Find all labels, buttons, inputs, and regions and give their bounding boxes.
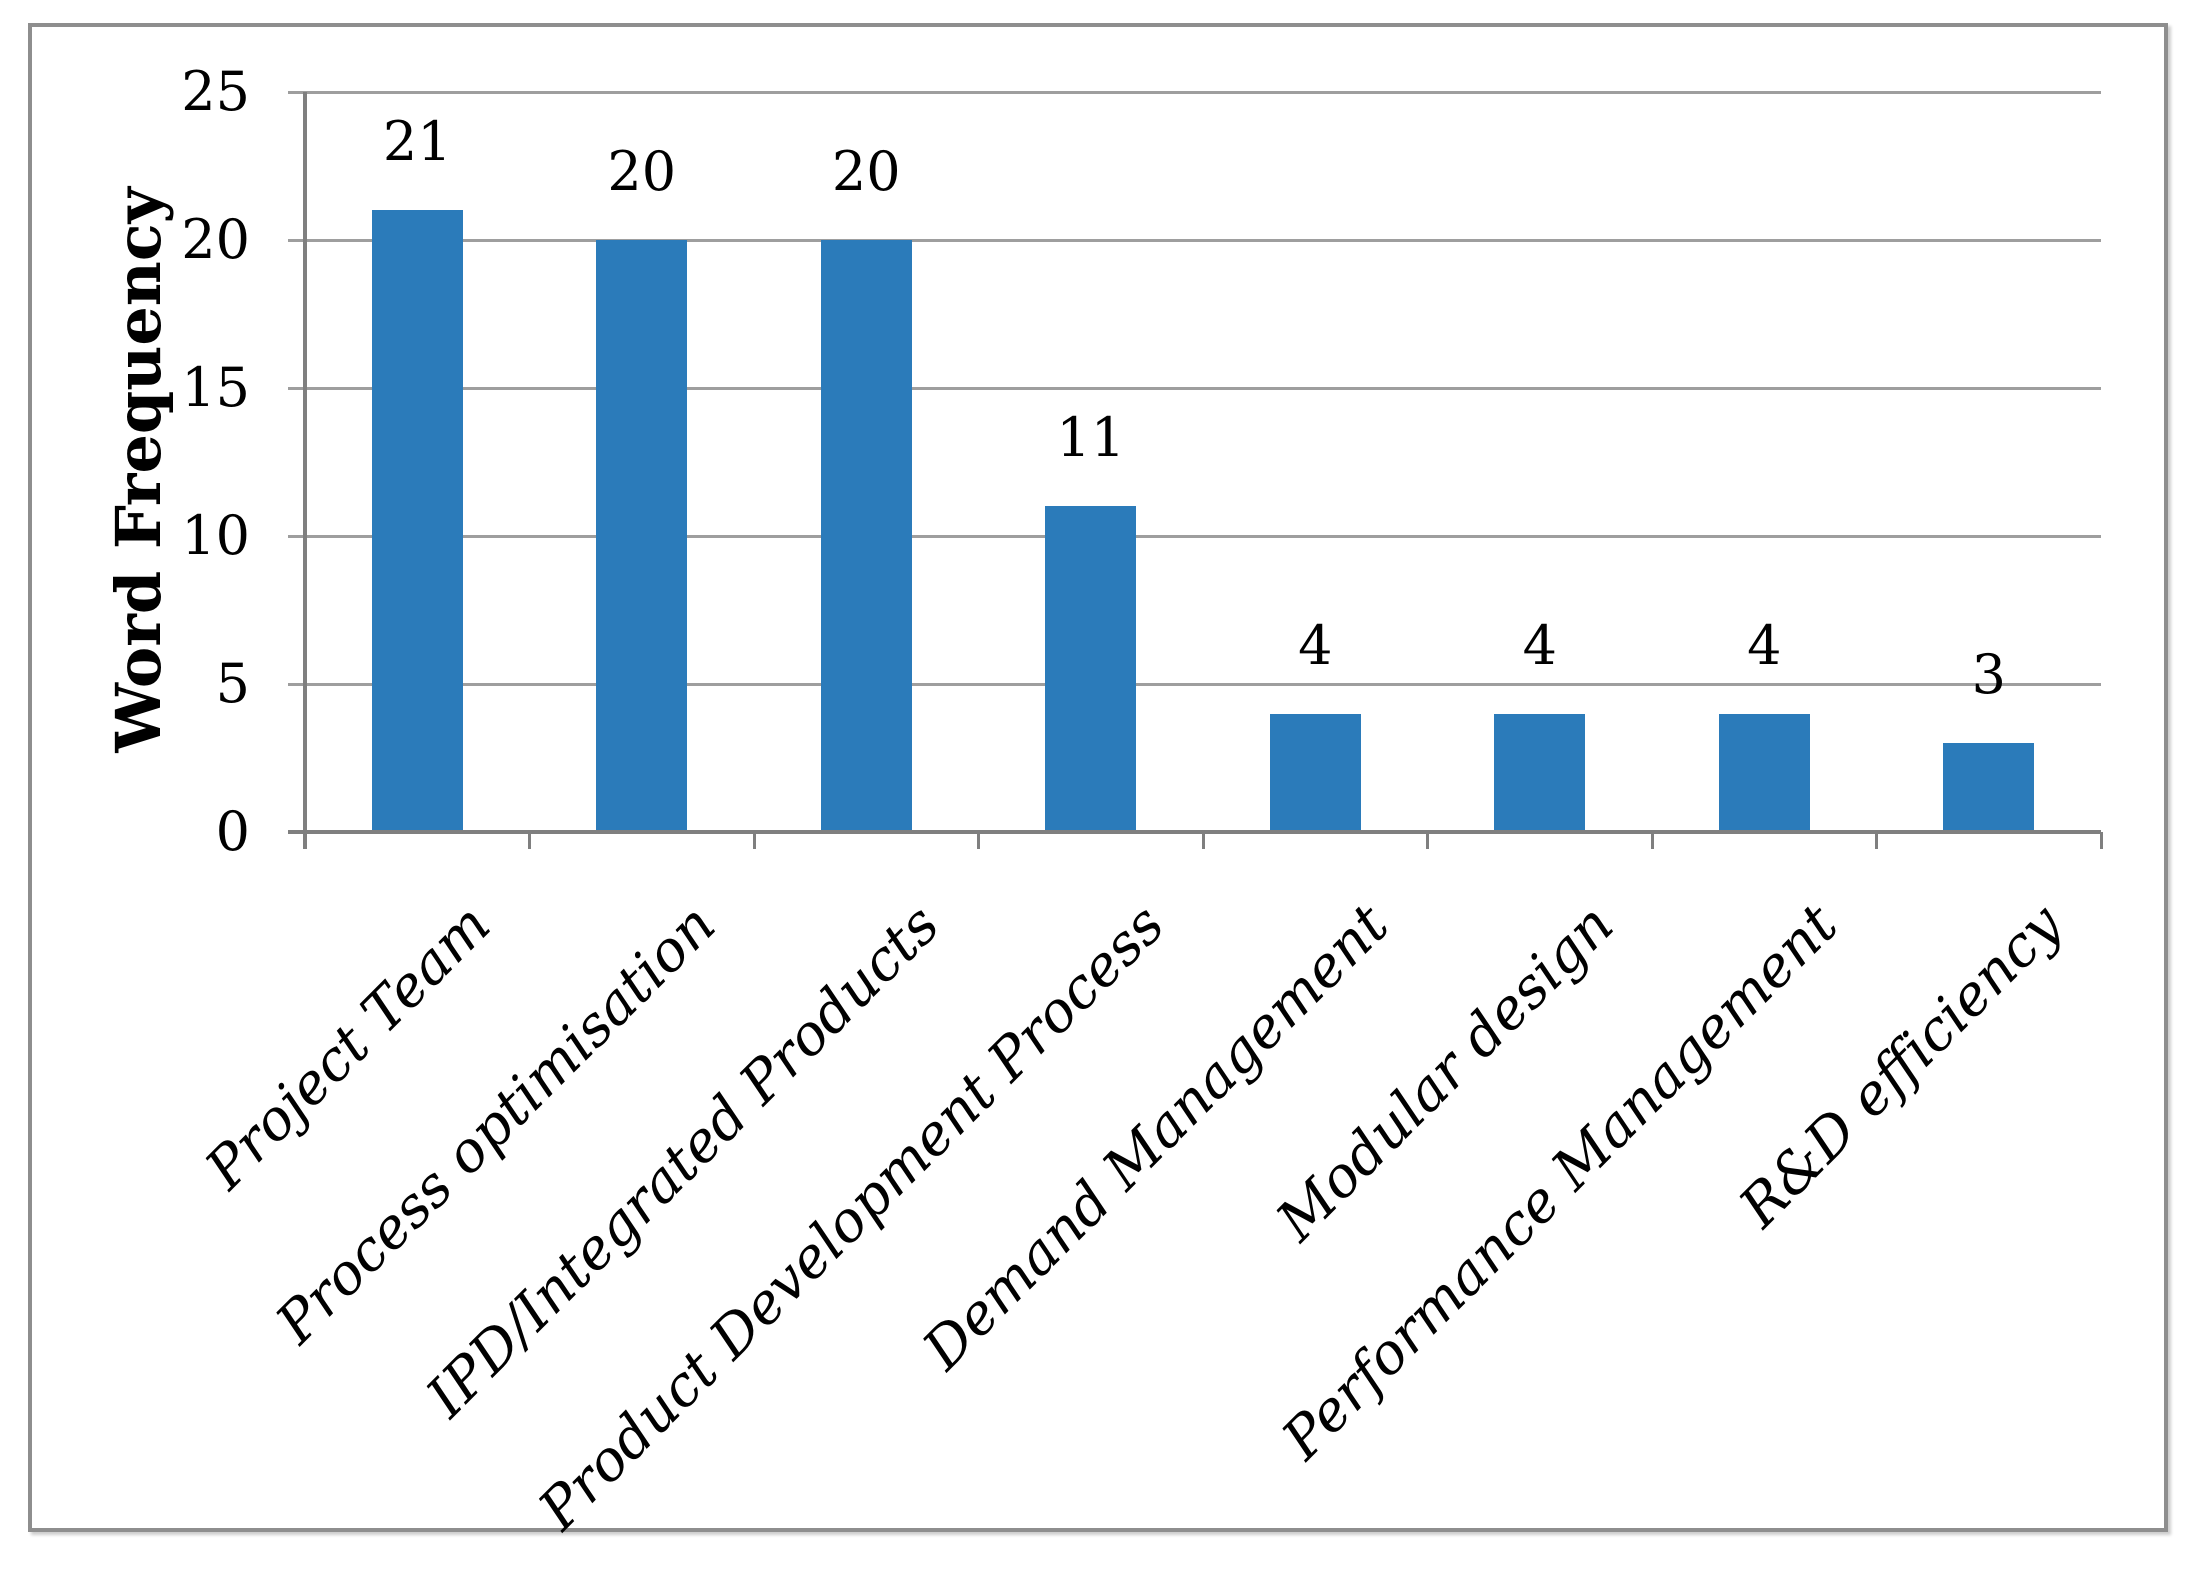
bar-value-label: 11	[1056, 406, 1126, 470]
gridline	[288, 90, 2101, 94]
x-tick	[1650, 832, 1654, 849]
x-tick	[977, 832, 980, 849]
gridline	[288, 386, 2101, 390]
bar	[371, 210, 463, 832]
bar	[820, 240, 912, 832]
bar-value-label: 20	[607, 140, 677, 203]
y-tick-label: 0	[215, 800, 250, 863]
bar-value-label: 3	[1971, 643, 2006, 707]
bar	[1269, 713, 1361, 832]
x-tick	[303, 832, 307, 849]
x-tick	[1426, 832, 1429, 849]
y-tick-label: 5	[215, 652, 250, 715]
x-axis-line	[288, 830, 2101, 834]
y-tick-label: 10	[181, 504, 250, 567]
bar-value-label: 4	[1298, 613, 1333, 677]
x-tick	[1875, 832, 1878, 849]
y-tick-label: 25	[181, 60, 250, 123]
y-tick-label: 20	[181, 208, 250, 271]
bar-value-label: 4	[1522, 613, 1557, 677]
y-tick-label: 15	[181, 356, 250, 419]
bar	[1045, 506, 1137, 832]
bar	[1494, 713, 1586, 832]
bar	[1718, 713, 1810, 832]
x-tick	[752, 832, 756, 849]
gridline	[288, 534, 2101, 538]
bar	[1943, 743, 2035, 832]
x-tick	[528, 832, 531, 849]
bar	[596, 240, 688, 832]
y-axis-title: Word Frequency	[102, 187, 175, 753]
y-axis-line	[303, 92, 307, 849]
bar-value-label: 20	[831, 140, 901, 203]
bar-value-label: 4	[1747, 613, 1782, 677]
gridline	[288, 682, 2101, 686]
x-tick	[1201, 832, 1205, 849]
gridline	[288, 238, 2101, 242]
bar-value-label: 21	[382, 110, 452, 174]
x-tick	[2099, 832, 2103, 849]
